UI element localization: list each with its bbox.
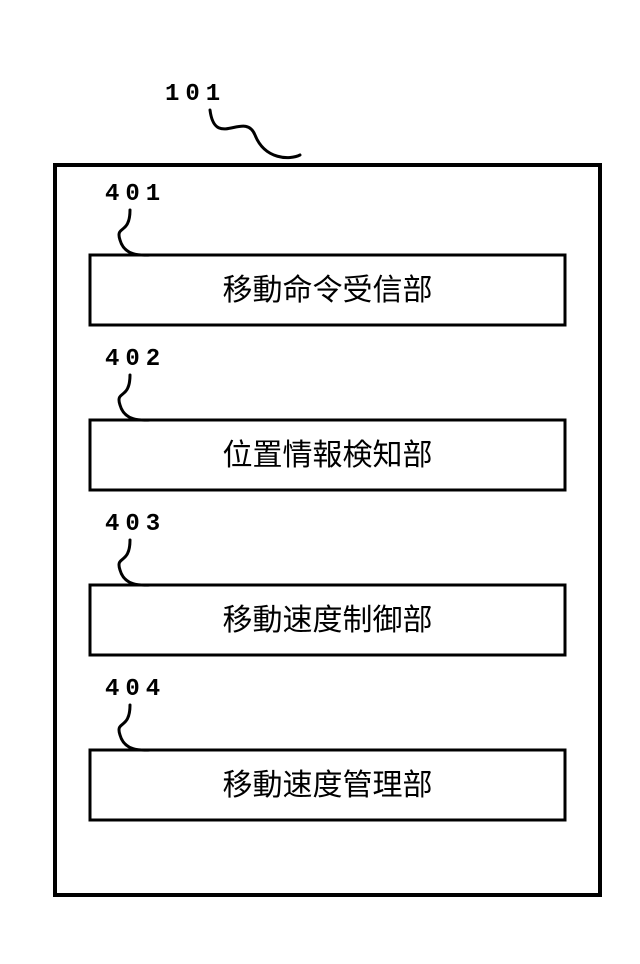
block-ref-1: 402: [105, 346, 166, 373]
block-leader-0: [119, 210, 150, 255]
block-label-3: 移動速度管理部: [223, 769, 433, 802]
outer-ref-label: 101: [165, 81, 226, 108]
block-leader-2: [119, 540, 150, 585]
block-ref-2: 403: [105, 511, 166, 538]
block-leader-3: [119, 705, 150, 750]
block-leader-1: [119, 375, 150, 420]
block-ref-3: 404: [105, 676, 166, 703]
block-label-2: 移動速度制御部: [223, 604, 433, 637]
block-label-1: 位置情報検知部: [223, 439, 433, 472]
block-label-0: 移動命令受信部: [223, 274, 433, 307]
block-ref-0: 401: [105, 181, 166, 208]
outer-leader: [210, 110, 300, 158]
